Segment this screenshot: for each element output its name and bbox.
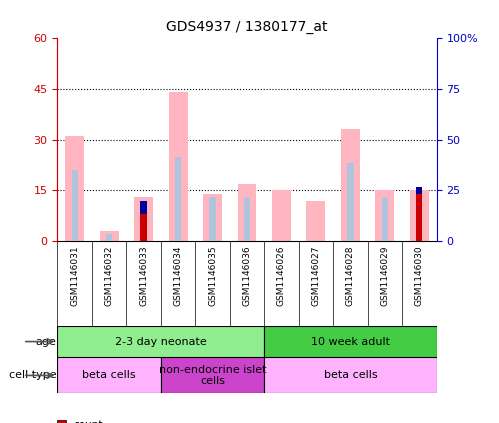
Bar xyxy=(100,231,119,241)
Title: GDS4937 / 1380177_at: GDS4937 / 1380177_at xyxy=(166,20,328,34)
Bar xyxy=(134,197,153,241)
Bar xyxy=(57,357,161,393)
Text: GSM1146036: GSM1146036 xyxy=(243,245,251,306)
Bar xyxy=(238,184,256,241)
Bar xyxy=(410,190,429,241)
Bar xyxy=(65,136,84,241)
Bar xyxy=(416,194,423,241)
Text: GSM1146026: GSM1146026 xyxy=(277,245,286,306)
Text: GSM1146033: GSM1146033 xyxy=(139,245,148,306)
Text: 10 week adult: 10 week adult xyxy=(311,337,390,346)
Bar xyxy=(416,197,423,241)
Bar xyxy=(264,357,437,393)
Bar xyxy=(347,163,353,241)
Text: non-endocrine islet
cells: non-endocrine islet cells xyxy=(159,365,266,386)
Bar xyxy=(141,214,147,241)
Text: GSM1146027: GSM1146027 xyxy=(311,245,320,306)
Text: cell type: cell type xyxy=(9,371,57,380)
Bar xyxy=(106,234,112,241)
Bar xyxy=(57,326,264,357)
Bar xyxy=(375,190,394,241)
Text: age: age xyxy=(36,337,57,346)
Bar xyxy=(71,170,78,241)
Text: GSM1146029: GSM1146029 xyxy=(380,245,389,306)
Bar xyxy=(264,326,437,357)
Bar xyxy=(210,197,216,241)
Text: GSM1146035: GSM1146035 xyxy=(208,245,217,306)
Text: GSM1146028: GSM1146028 xyxy=(346,245,355,306)
Text: 2-3 day neonate: 2-3 day neonate xyxy=(115,337,207,346)
Text: beta cells: beta cells xyxy=(324,371,377,380)
Text: GSM1146032: GSM1146032 xyxy=(105,245,114,306)
Text: GSM1146031: GSM1146031 xyxy=(70,245,79,306)
Bar xyxy=(382,197,388,241)
Bar xyxy=(161,357,264,393)
Bar xyxy=(141,201,147,214)
Bar xyxy=(203,194,222,241)
Bar xyxy=(416,187,423,194)
Bar xyxy=(244,197,250,241)
Text: count: count xyxy=(74,420,103,423)
Bar xyxy=(272,190,291,241)
Text: GSM1146030: GSM1146030 xyxy=(415,245,424,306)
Bar xyxy=(306,201,325,241)
Bar xyxy=(169,92,188,241)
Text: GSM1146034: GSM1146034 xyxy=(174,245,183,306)
Text: beta cells: beta cells xyxy=(82,371,136,380)
Bar xyxy=(175,157,181,241)
Bar xyxy=(341,129,360,241)
